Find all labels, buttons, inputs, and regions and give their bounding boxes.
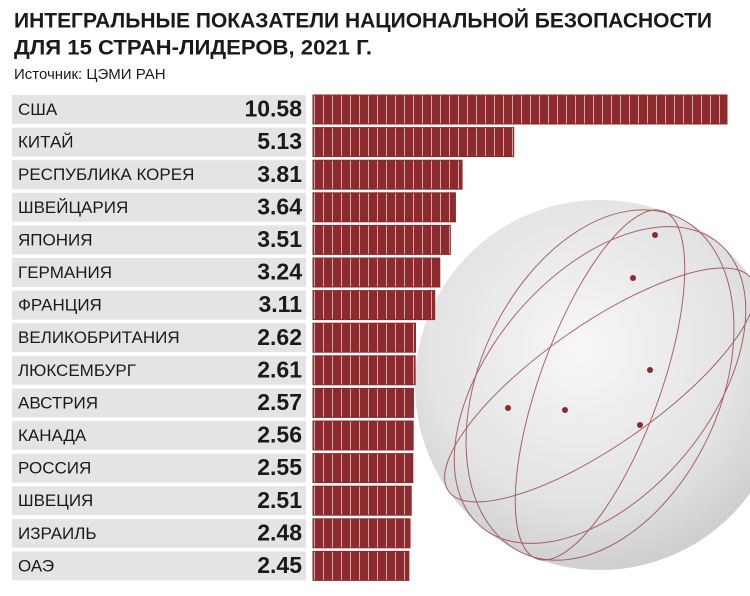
label-box bbox=[12, 323, 306, 353]
label-box bbox=[12, 486, 306, 516]
label-box bbox=[12, 127, 306, 157]
label-box bbox=[12, 160, 306, 190]
bar bbox=[312, 518, 411, 549]
bar bbox=[312, 550, 410, 581]
bar bbox=[312, 224, 451, 255]
category-label: ОАЭ bbox=[18, 556, 54, 575]
source: Источник: ЦЭМИ РАН bbox=[14, 66, 166, 83]
label-box bbox=[12, 225, 306, 255]
chart-title: ДЛЯ 15 СТРАН-ЛИДЕРОВ, 2021 Г. bbox=[14, 37, 372, 60]
category-label: ИЗРАИЛЬ bbox=[18, 524, 97, 543]
value-label: 2.57 bbox=[257, 389, 302, 415]
category-label: ГЕРМАНИЯ bbox=[18, 263, 112, 282]
bar bbox=[312, 453, 414, 484]
value-label: 3.51 bbox=[257, 226, 302, 252]
category-label: ЯПОНИЯ bbox=[18, 230, 93, 249]
bar bbox=[312, 192, 456, 223]
value-label: 2.55 bbox=[257, 454, 302, 480]
value-label: 2.61 bbox=[257, 356, 302, 382]
bar bbox=[312, 94, 728, 125]
bar bbox=[312, 127, 515, 158]
category-label: ШВЕЦИЯ bbox=[18, 491, 93, 510]
category-label: ШВЕЙЦАРИЯ bbox=[18, 198, 128, 217]
bar bbox=[312, 290, 436, 321]
value-label: 3.24 bbox=[257, 259, 302, 285]
value-label: 3.64 bbox=[257, 193, 302, 219]
category-label: АВСТРИЯ bbox=[18, 393, 98, 412]
label-box bbox=[12, 192, 306, 222]
bar bbox=[312, 420, 414, 451]
category-label: ВЕЛИКОБРИТАНИЯ bbox=[18, 328, 180, 347]
label-box bbox=[12, 421, 306, 450]
category-label: ФРАНЦИЯ bbox=[18, 296, 102, 315]
value-label: 2.45 bbox=[257, 552, 302, 578]
value-label: 2.48 bbox=[257, 519, 302, 545]
category-label: КИТАЙ bbox=[18, 133, 74, 152]
value-label: 2.51 bbox=[257, 487, 302, 513]
label-box bbox=[12, 388, 306, 418]
value-label: 3.81 bbox=[257, 161, 302, 187]
bar bbox=[312, 322, 417, 353]
chart-title: ИНТЕГРАЛЬНЫЕ ПОКАЗАТЕЛИ НАЦИОНАЛЬНОЙ БЕЗ… bbox=[14, 9, 712, 33]
category-label: ЛЮКСЕМБУРГ bbox=[18, 361, 136, 380]
category-label: США bbox=[18, 100, 58, 119]
bar bbox=[312, 387, 415, 418]
label-box bbox=[12, 355, 306, 385]
globe-decoration bbox=[415, 200, 750, 570]
bar bbox=[312, 159, 463, 190]
value-label: 2.62 bbox=[257, 324, 302, 350]
value-label: 5.13 bbox=[257, 128, 302, 154]
bar bbox=[312, 485, 412, 516]
value-label: 3.11 bbox=[259, 291, 303, 317]
value-label: 2.56 bbox=[257, 422, 302, 448]
label-box bbox=[12, 95, 306, 124]
label-box bbox=[12, 518, 306, 548]
value-label: 10.58 bbox=[244, 96, 302, 122]
bar bbox=[312, 355, 416, 386]
label-box bbox=[12, 258, 306, 287]
category-label: РЕСПУБЛИКА КОРЕЯ bbox=[18, 165, 194, 184]
category-label: РОССИЯ bbox=[18, 459, 91, 478]
category-label: КАНАДА bbox=[18, 426, 87, 445]
label-box bbox=[12, 551, 306, 581]
label-box bbox=[12, 290, 306, 320]
label-box bbox=[12, 453, 306, 483]
bar bbox=[312, 257, 441, 288]
